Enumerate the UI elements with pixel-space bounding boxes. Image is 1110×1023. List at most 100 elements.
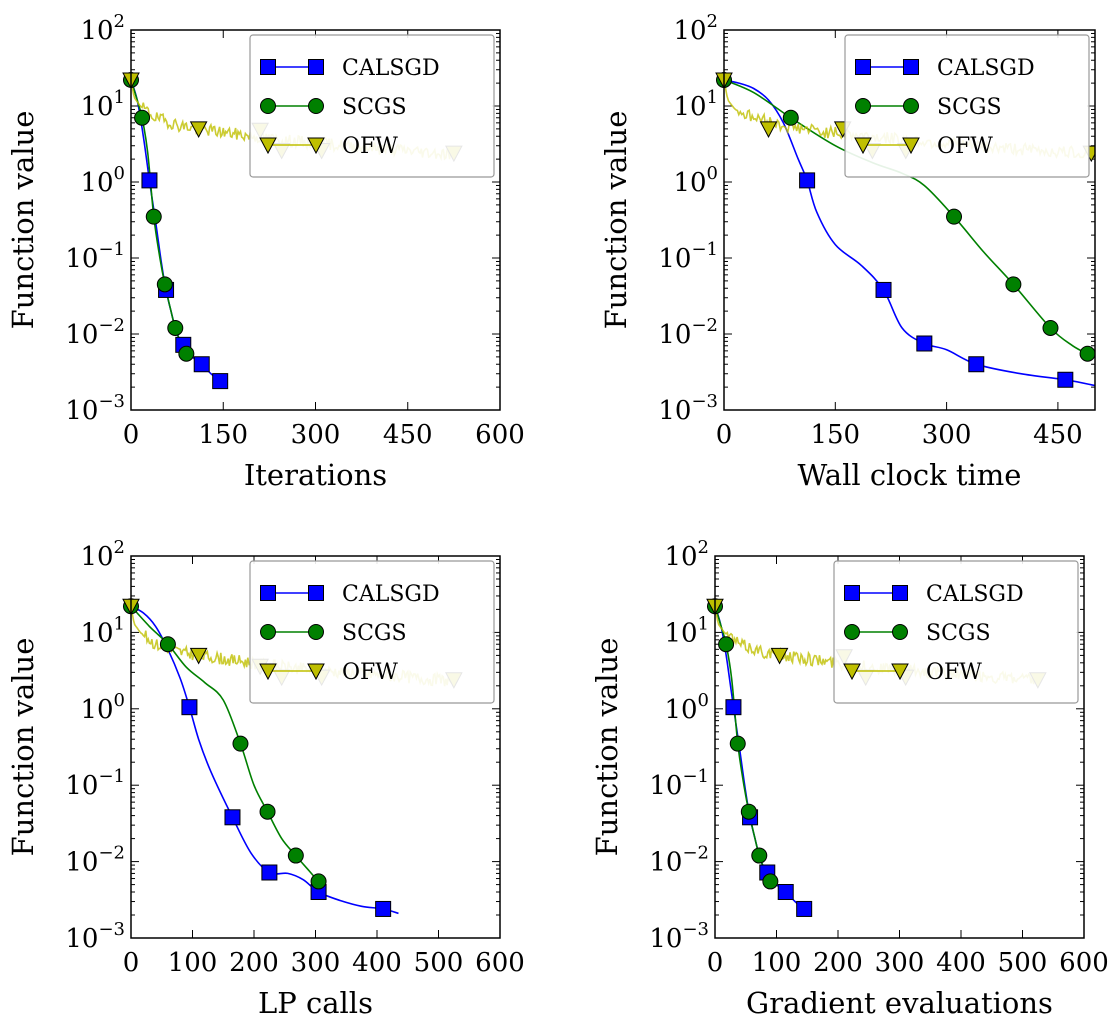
legend-marker-scgs: [308, 98, 324, 114]
marker-calsgd: [916, 335, 933, 352]
legend-marker-calsgd: [903, 59, 919, 75]
legend-marker-ofw: [854, 137, 872, 155]
y-tick-label: 10−1: [649, 766, 709, 801]
marker-scgs: [167, 319, 184, 336]
legend-label-scgs: SCGS: [342, 621, 407, 646]
marker-scgs: [156, 276, 173, 293]
legend-label-calsgd: CALSGD: [342, 582, 440, 607]
subplot-3: 10−3 10−2 10−1 100 101 102 0 100 200 300 400 500 600…: [6, 537, 525, 1020]
y-tick-label: 102: [80, 11, 125, 46]
marker-scgs: [718, 636, 735, 653]
legend-marker-scgs: [260, 624, 276, 640]
x-tick-label: 200: [229, 948, 279, 978]
y-tick-label: 101: [80, 87, 125, 122]
y-tick-label: 10−1: [65, 766, 125, 801]
marker-ofw: [770, 647, 789, 665]
marker-calsgd: [796, 900, 813, 917]
marker-scgs: [287, 847, 304, 864]
x-tick-label: 300: [875, 948, 925, 978]
y-tick-label: 10−3: [65, 919, 125, 954]
legend-marker-ofw: [843, 663, 861, 681]
marker-scgs: [1042, 319, 1059, 336]
legend-marker-ofw: [307, 663, 325, 681]
legend-marker-ofw: [307, 137, 325, 155]
legend-marker-scgs: [260, 98, 276, 114]
marker-calsgd: [875, 281, 892, 298]
marker-calsgd: [224, 809, 241, 826]
legend-marker-ofw: [259, 663, 277, 681]
marker-calsgd: [375, 900, 392, 917]
y-axis-label: Function value: [590, 638, 624, 857]
marker-calsgd: [212, 373, 229, 390]
subplot-2: 10−3 10−2 10−1 100 101 102 0 150 300 450 Wall cloc…: [599, 11, 1096, 492]
x-tick-label: 0: [716, 420, 733, 450]
marker-scgs: [310, 873, 327, 890]
y-tick-label: 100: [80, 163, 125, 198]
y-tick-label: 10−1: [65, 239, 125, 274]
legend: CALSGD SCGS OFW: [833, 560, 1079, 704]
x-tick-label: 450: [1033, 420, 1083, 450]
y-axis-label: Function value: [599, 111, 633, 330]
legend-marker-scgs: [892, 624, 908, 640]
subplot-4: 10−3 10−2 10−1 100 101 102 0 100 200 300 400 500 600…: [590, 537, 1109, 1020]
x-tick-label: 200: [813, 948, 863, 978]
legend-label-ofw: OFW: [926, 660, 982, 685]
marker-scgs: [134, 109, 151, 126]
legend-marker-ofw: [902, 137, 920, 155]
marker-calsgd: [1057, 371, 1074, 388]
legend-marker-calsgd: [308, 585, 324, 601]
marker-calsgd: [261, 864, 278, 881]
legend-label-calsgd: CALSGD: [926, 582, 1024, 607]
axes-frame: [714, 555, 1085, 939]
legend-marker-calsgd: [844, 585, 860, 601]
x-tick-label: 150: [810, 420, 860, 450]
y-tick-label: 100: [80, 690, 125, 725]
legend: CALSGD SCGS OFW: [249, 560, 495, 704]
y-tick-label: 10−2: [65, 843, 125, 878]
y-tick-label: 101: [664, 613, 709, 648]
marker-scgs: [178, 345, 195, 362]
y-tick-label: 102: [80, 537, 125, 572]
x-tick-label: 300: [291, 948, 341, 978]
marker-scgs: [729, 735, 746, 752]
marker-scgs: [232, 735, 249, 752]
x-tick-label: 0: [707, 948, 724, 978]
legend-marker-calsgd: [260, 585, 276, 601]
marker-ofw: [759, 121, 778, 138]
x-tick-label: 150: [198, 420, 248, 450]
y-axis-label: Function value: [6, 111, 40, 330]
x-tick-label: 600: [475, 420, 525, 450]
legend-marker-ofw: [891, 663, 909, 681]
marker-scgs: [259, 803, 276, 820]
x-tick-label: 0: [123, 420, 140, 450]
y-tick-label: 10−2: [658, 315, 718, 350]
marker-scgs: [740, 803, 757, 820]
marker-calsgd: [725, 699, 742, 716]
y-tick-label: 100: [664, 690, 709, 725]
legend-marker-scgs: [844, 624, 860, 640]
legend-label-scgs: SCGS: [937, 95, 1002, 120]
legend-marker-calsgd: [260, 59, 276, 75]
y-tick-label: 10−2: [65, 315, 125, 350]
axes-frame: [130, 555, 501, 939]
y-tick-label: 101: [673, 87, 718, 122]
x-tick-label: 500: [414, 948, 464, 978]
marker-scgs: [751, 847, 768, 864]
axes-frame: [723, 29, 1096, 411]
marker-calsgd: [141, 172, 158, 189]
y-tick-label: 10−3: [649, 919, 709, 954]
x-tick-label: 100: [752, 948, 802, 978]
x-axis-label: Iterations: [244, 458, 387, 492]
x-tick-label: 0: [123, 948, 140, 978]
legend-label-scgs: SCGS: [342, 95, 407, 120]
legend-marker-ofw: [259, 137, 277, 155]
y-tick-label: 10−2: [649, 843, 709, 878]
legend-marker-calsgd: [892, 585, 908, 601]
x-tick-label: 600: [475, 948, 525, 978]
marker-scgs: [1079, 345, 1095, 362]
marker-calsgd: [181, 699, 198, 716]
x-tick-label: 500: [998, 948, 1048, 978]
legend-marker-calsgd: [855, 59, 871, 75]
marker-ofw: [189, 647, 208, 665]
x-tick-label: 450: [383, 420, 433, 450]
